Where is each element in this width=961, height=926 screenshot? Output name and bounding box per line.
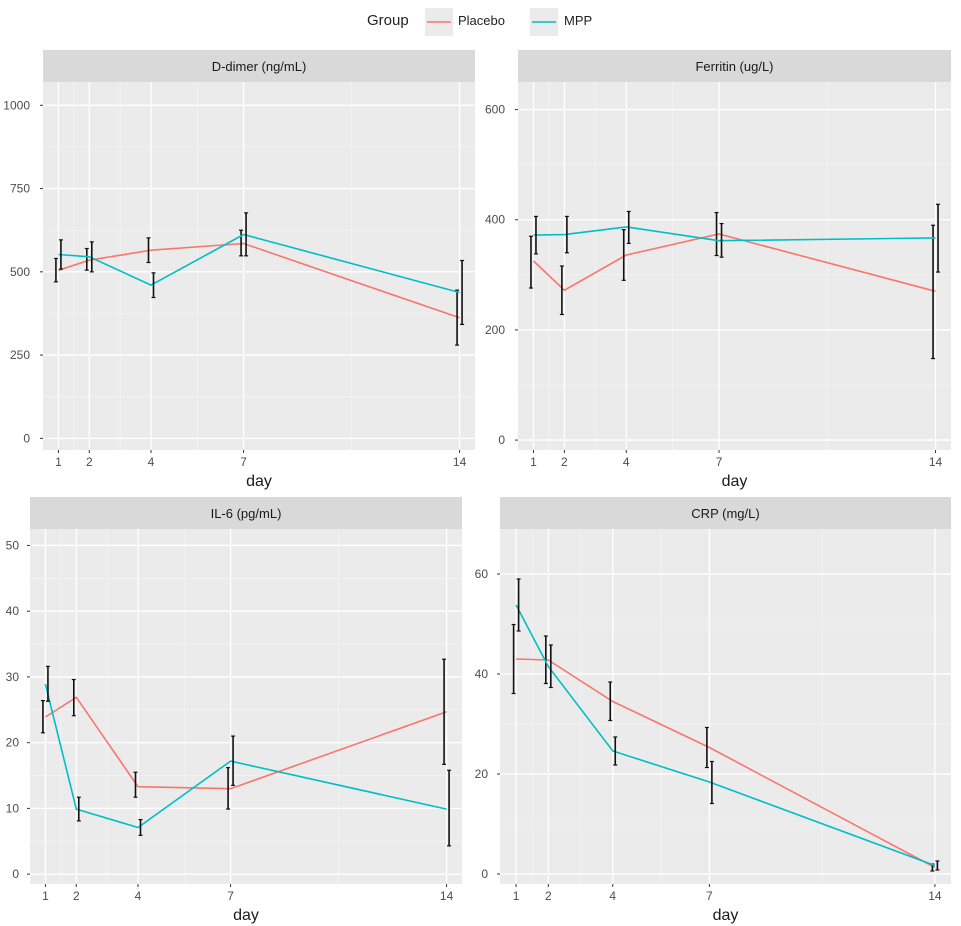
panel-strip (30, 497, 462, 529)
y-tick-label: 50 (6, 538, 20, 552)
x-tick-label: 1 (55, 455, 62, 469)
series-line-placebo (516, 658, 936, 869)
y-tick-label: 40 (475, 667, 489, 681)
plot-background (518, 82, 951, 450)
series-line-placebo (44, 696, 447, 790)
series-mpp (58, 212, 465, 326)
panel-il-6-pg-ml: IL-6 (pg/mL) 0 10 20 30 40 50 1 2 4 7 14 day (6, 497, 462, 924)
legend-label-placebo: Placebo (458, 13, 505, 28)
series-placebo (53, 229, 460, 346)
y-tick-label: 750 (10, 182, 30, 196)
panel-title: D-dimer (ng/mL) (212, 59, 307, 74)
panel-ferritin-ug-l: Ferritin (ug/L) 0 200 400 600 1 2 4 7 14 day (485, 50, 951, 490)
y-tick-label: 0 (498, 433, 505, 447)
x-axis-title: day (713, 907, 739, 924)
y-tick-label: 500 (10, 265, 30, 279)
series-line-placebo (532, 233, 936, 293)
x-tick-label: 2 (561, 455, 568, 469)
series-placebo (528, 211, 936, 360)
y-tick-label: 400 (485, 213, 505, 227)
panel-crp-mg-l: CRP (mg/L) 0 20 40 60 1 2 4 7 14 day (475, 497, 951, 924)
panel-strip (500, 497, 951, 529)
legend-label-mpp: MPP (564, 13, 592, 28)
x-axis-title: day (722, 473, 748, 490)
plot-background (43, 82, 475, 450)
series-mpp (44, 665, 452, 847)
plot-background (500, 529, 951, 884)
y-tick-label: 20 (6, 736, 20, 750)
x-tick-label: 7 (227, 889, 234, 903)
x-tick-label: 2 (73, 889, 80, 903)
y-tick-label: 20 (475, 767, 489, 781)
series-line-mpp (515, 604, 936, 867)
series-mpp (515, 578, 940, 871)
y-tick-label: 30 (6, 670, 20, 684)
x-tick-label: 4 (148, 455, 155, 469)
x-tick-label: 4 (623, 455, 630, 469)
y-tick-label: 40 (6, 604, 20, 618)
series-mpp (533, 203, 941, 273)
panel-d-dimer-ng-ml: D-dimer (ng/mL) 0 250 500 750 1000 1 2 4 7 14 day (3, 50, 475, 490)
panel-strip (43, 50, 475, 82)
legend: Group Placebo MPP (367, 8, 592, 36)
legend-title: Group (367, 12, 409, 29)
x-tick-label: 4 (609, 889, 616, 903)
series-line-mpp (533, 226, 936, 242)
x-tick-label: 14 (928, 889, 942, 903)
series-line-mpp (44, 683, 447, 829)
x-axis-title: day (246, 473, 272, 490)
x-tick-label: 1 (513, 889, 520, 903)
x-tick-label: 1 (42, 889, 49, 903)
x-tick-label: 1 (530, 455, 537, 469)
x-tick-label: 2 (86, 455, 93, 469)
y-tick-label: 1000 (3, 98, 30, 112)
y-tick-label: 0 (23, 431, 30, 445)
x-tick-label: 4 (135, 889, 142, 903)
panel-title: Ferritin (ug/L) (695, 59, 773, 74)
x-tick-label: 14 (929, 455, 943, 469)
panel-strip (518, 50, 951, 82)
series-placebo (511, 623, 936, 872)
x-tick-label: 14 (453, 455, 467, 469)
x-axis-title: day (233, 907, 259, 924)
y-tick-label: 10 (6, 801, 20, 815)
series-line-placebo (58, 242, 460, 319)
panel-title: CRP (mg/L) (691, 506, 759, 521)
plot-background (30, 529, 462, 884)
panel-title: IL-6 (pg/mL) (211, 506, 282, 521)
y-tick-label: 200 (485, 323, 505, 337)
y-tick-label: 600 (485, 103, 505, 117)
y-tick-label: 250 (10, 348, 30, 362)
x-tick-label: 7 (240, 455, 247, 469)
y-tick-label: 0 (481, 867, 488, 881)
x-tick-label: 14 (440, 889, 454, 903)
series-line-mpp (58, 233, 460, 294)
x-tick-label: 7 (716, 455, 723, 469)
series-placebo (40, 658, 447, 810)
y-tick-label: 60 (475, 567, 489, 581)
y-tick-label: 0 (12, 867, 19, 881)
x-tick-label: 7 (706, 889, 713, 903)
x-tick-label: 2 (545, 889, 552, 903)
